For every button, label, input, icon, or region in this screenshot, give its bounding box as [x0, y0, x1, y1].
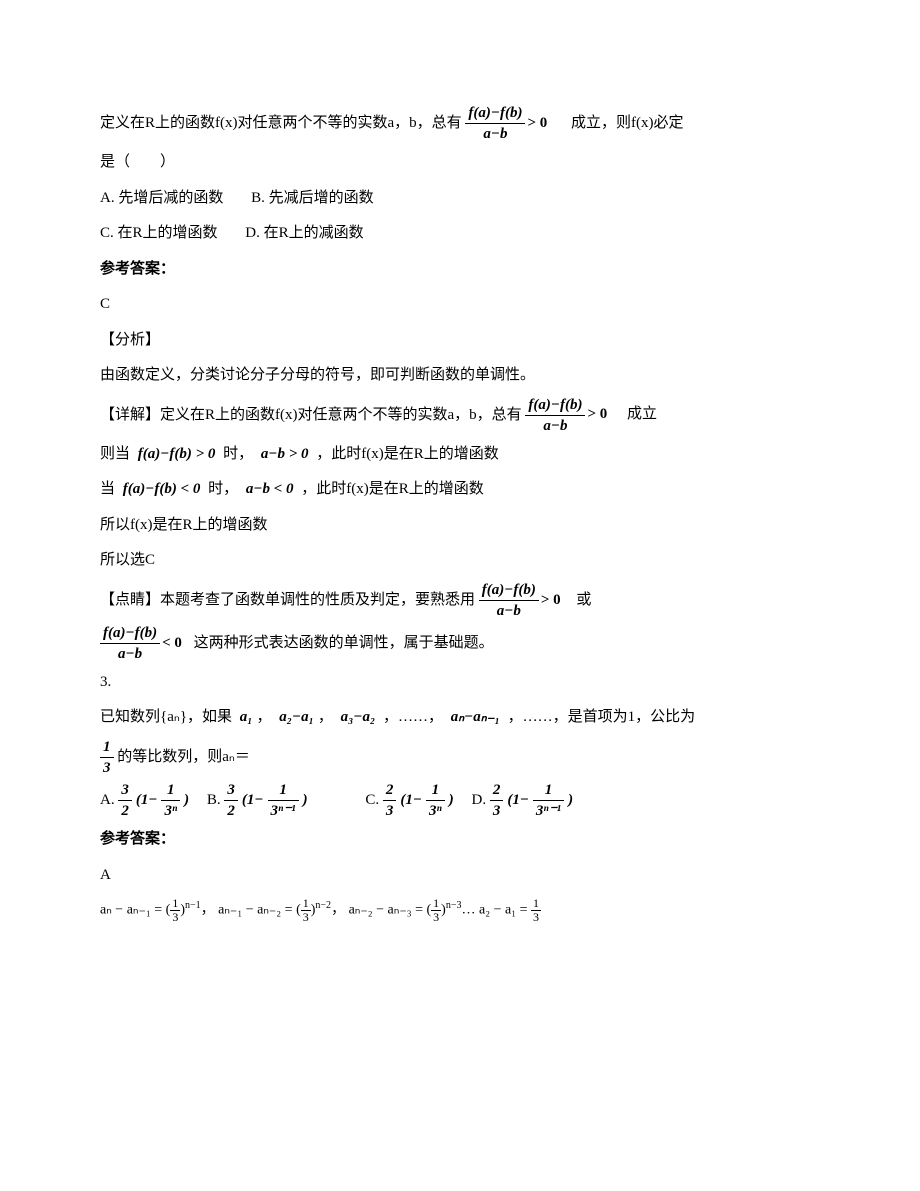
- difference-quotient-3: f(a)−f(b) a−b: [479, 581, 539, 620]
- case2-ineq1: f(a)−f(b) < 0: [123, 474, 201, 506]
- q1-stem-line-1: 定义在R上的函数f(x)对任意两个不等的实数a，b，总有 f(a)−f(b) a…: [100, 104, 820, 143]
- point-pre: 【点睛】本题考查了函数单调性的性质及判定，要熟悉用: [100, 592, 475, 608]
- ratio-frac: 1 3: [100, 738, 114, 777]
- case1-ineq2: a−b > 0: [261, 439, 309, 471]
- option-c: C. 在R上的增函数: [100, 218, 218, 250]
- seq-a1: a₁: [240, 702, 253, 734]
- seq-dn: aₙ−aₙ₋₁: [451, 702, 500, 734]
- analysis-label: 【分析】: [100, 325, 820, 357]
- answer-1: C: [100, 289, 820, 321]
- option-b: B. 先减后增的函数: [251, 183, 374, 215]
- q3-post2: 的等比数列，则aₙ＝: [117, 749, 250, 765]
- answer-title-1: 参考答案：: [100, 254, 820, 286]
- q3-stem-line-1: 已知数列{aₙ}，如果 a₁， a₂−a₁， a₃−a₂ ，……， aₙ−aₙ₋…: [100, 702, 820, 734]
- case2-line: 当 f(a)−f(b) < 0 时， a−b < 0 ，此时f(x)是在R上的增…: [100, 474, 820, 506]
- q3-pre: 已知数列{aₙ}，如果: [100, 710, 232, 726]
- point-line-1: 【点睛】本题考查了函数单调性的性质及判定，要熟悉用 f(a)−f(b) a−b …: [100, 581, 820, 620]
- q3-choices: A. 32(1−13ⁿ) B. 32(1−13ⁿ⁻¹) C. 23(1−13ⁿ)…: [100, 781, 820, 820]
- detail-post: 成立: [627, 406, 657, 422]
- conclusion-2: 所以选C: [100, 545, 820, 577]
- q3-stem-line-2: 1 3 的等比数列，则aₙ＝: [100, 738, 820, 777]
- options-row-1: A. 先增后减的函数 B. 先减后增的函数: [100, 183, 820, 215]
- tel2-lhs: aₙ₋₁ − aₙ₋₂: [218, 903, 281, 918]
- tel-last-lhs: a₂ − a₁: [479, 903, 516, 918]
- options-row-2: C. 在R上的增函数 D. 在R上的减函数: [100, 218, 820, 250]
- detail-line: 【详解】定义在R上的函数f(x)对任意两个不等的实数a，b，总有 f(a)−f(…: [100, 396, 820, 435]
- case2-post: ，此时f(x)是在R上的增函数: [301, 481, 484, 497]
- answer-title-3: 参考答案：: [100, 824, 820, 856]
- seq-post: ，……，是首项为1，公比为: [508, 710, 696, 726]
- seq-d1: a₂−a₁: [279, 702, 314, 734]
- q1-stem-line-2: 是（ ）: [100, 147, 820, 179]
- option-d: D. 在R上的减函数: [245, 218, 363, 250]
- seq-d2: a₃−a₂: [341, 702, 376, 734]
- tel3-lhs: aₙ₋₂ − aₙ₋₃: [349, 903, 412, 918]
- option-a: A. 先增后减的函数: [100, 183, 223, 215]
- point-mid: 或: [576, 592, 591, 608]
- case1-line: 则当 f(a)−f(b) > 0 时， a−b > 0 ，此时f(x)是在R上的…: [100, 439, 820, 471]
- telescoping-line: aₙ − aₙ₋₁ = (13)n−1， aₙ₋₁ − aₙ₋₂ = (13)n…: [100, 895, 820, 925]
- analysis-text: 由函数定义，分类讨论分子分母的符号，即可判断函数的单调性。: [100, 360, 820, 392]
- q3-number: 3.: [100, 667, 820, 699]
- tel1-lhs: aₙ − aₙ₋₁: [100, 903, 151, 918]
- case1-pre: 则当: [100, 446, 130, 462]
- case1-ineq1: f(a)−f(b) > 0: [138, 439, 216, 471]
- seq-dots1: ，……，: [383, 710, 443, 726]
- answer-3: A: [100, 860, 820, 892]
- choice-d: D. 23(1−13ⁿ⁻¹): [471, 781, 577, 820]
- case1-mid: 时，: [223, 446, 253, 462]
- detail-pre: 【详解】定义在R上的函数f(x)对任意两个不等的实数a，b，总有: [100, 406, 522, 422]
- choice-c: C. 23(1−13ⁿ): [365, 781, 457, 820]
- case1-post: ，此时f(x)是在R上的增函数: [316, 446, 499, 462]
- choice-b: B. 32(1−13ⁿ⁻¹): [207, 781, 312, 820]
- difference-quotient-1: f(a)−f(b) a−b: [465, 104, 525, 143]
- lt0: < 0: [162, 628, 182, 660]
- stem1-pre: 定义在R上的函数f(x)对任意两个不等的实数a，b，总有: [100, 115, 462, 131]
- case2-ineq2: a−b < 0: [246, 474, 294, 506]
- gt0-2: > 0: [587, 399, 607, 431]
- choice-a: A. 32(1−13ⁿ): [100, 781, 193, 820]
- point-post: 这两种形式表达函数的单调性，属于基础题。: [194, 635, 494, 651]
- conclusion-1: 所以f(x)是在R上的增函数: [100, 510, 820, 542]
- case2-pre: 当: [100, 481, 115, 497]
- gt0-3: > 0: [541, 585, 561, 617]
- stem1-post: 成立，则f(x)必定: [571, 115, 684, 131]
- case2-mid: 时，: [208, 481, 238, 497]
- point-line-2: f(a)−f(b) a−b < 0 这两种形式表达函数的单调性，属于基础题。: [100, 624, 820, 663]
- gt0-1: > 0: [527, 108, 547, 140]
- difference-quotient-4: f(a)−f(b) a−b: [100, 624, 160, 663]
- difference-quotient-2: f(a)−f(b) a−b: [525, 396, 585, 435]
